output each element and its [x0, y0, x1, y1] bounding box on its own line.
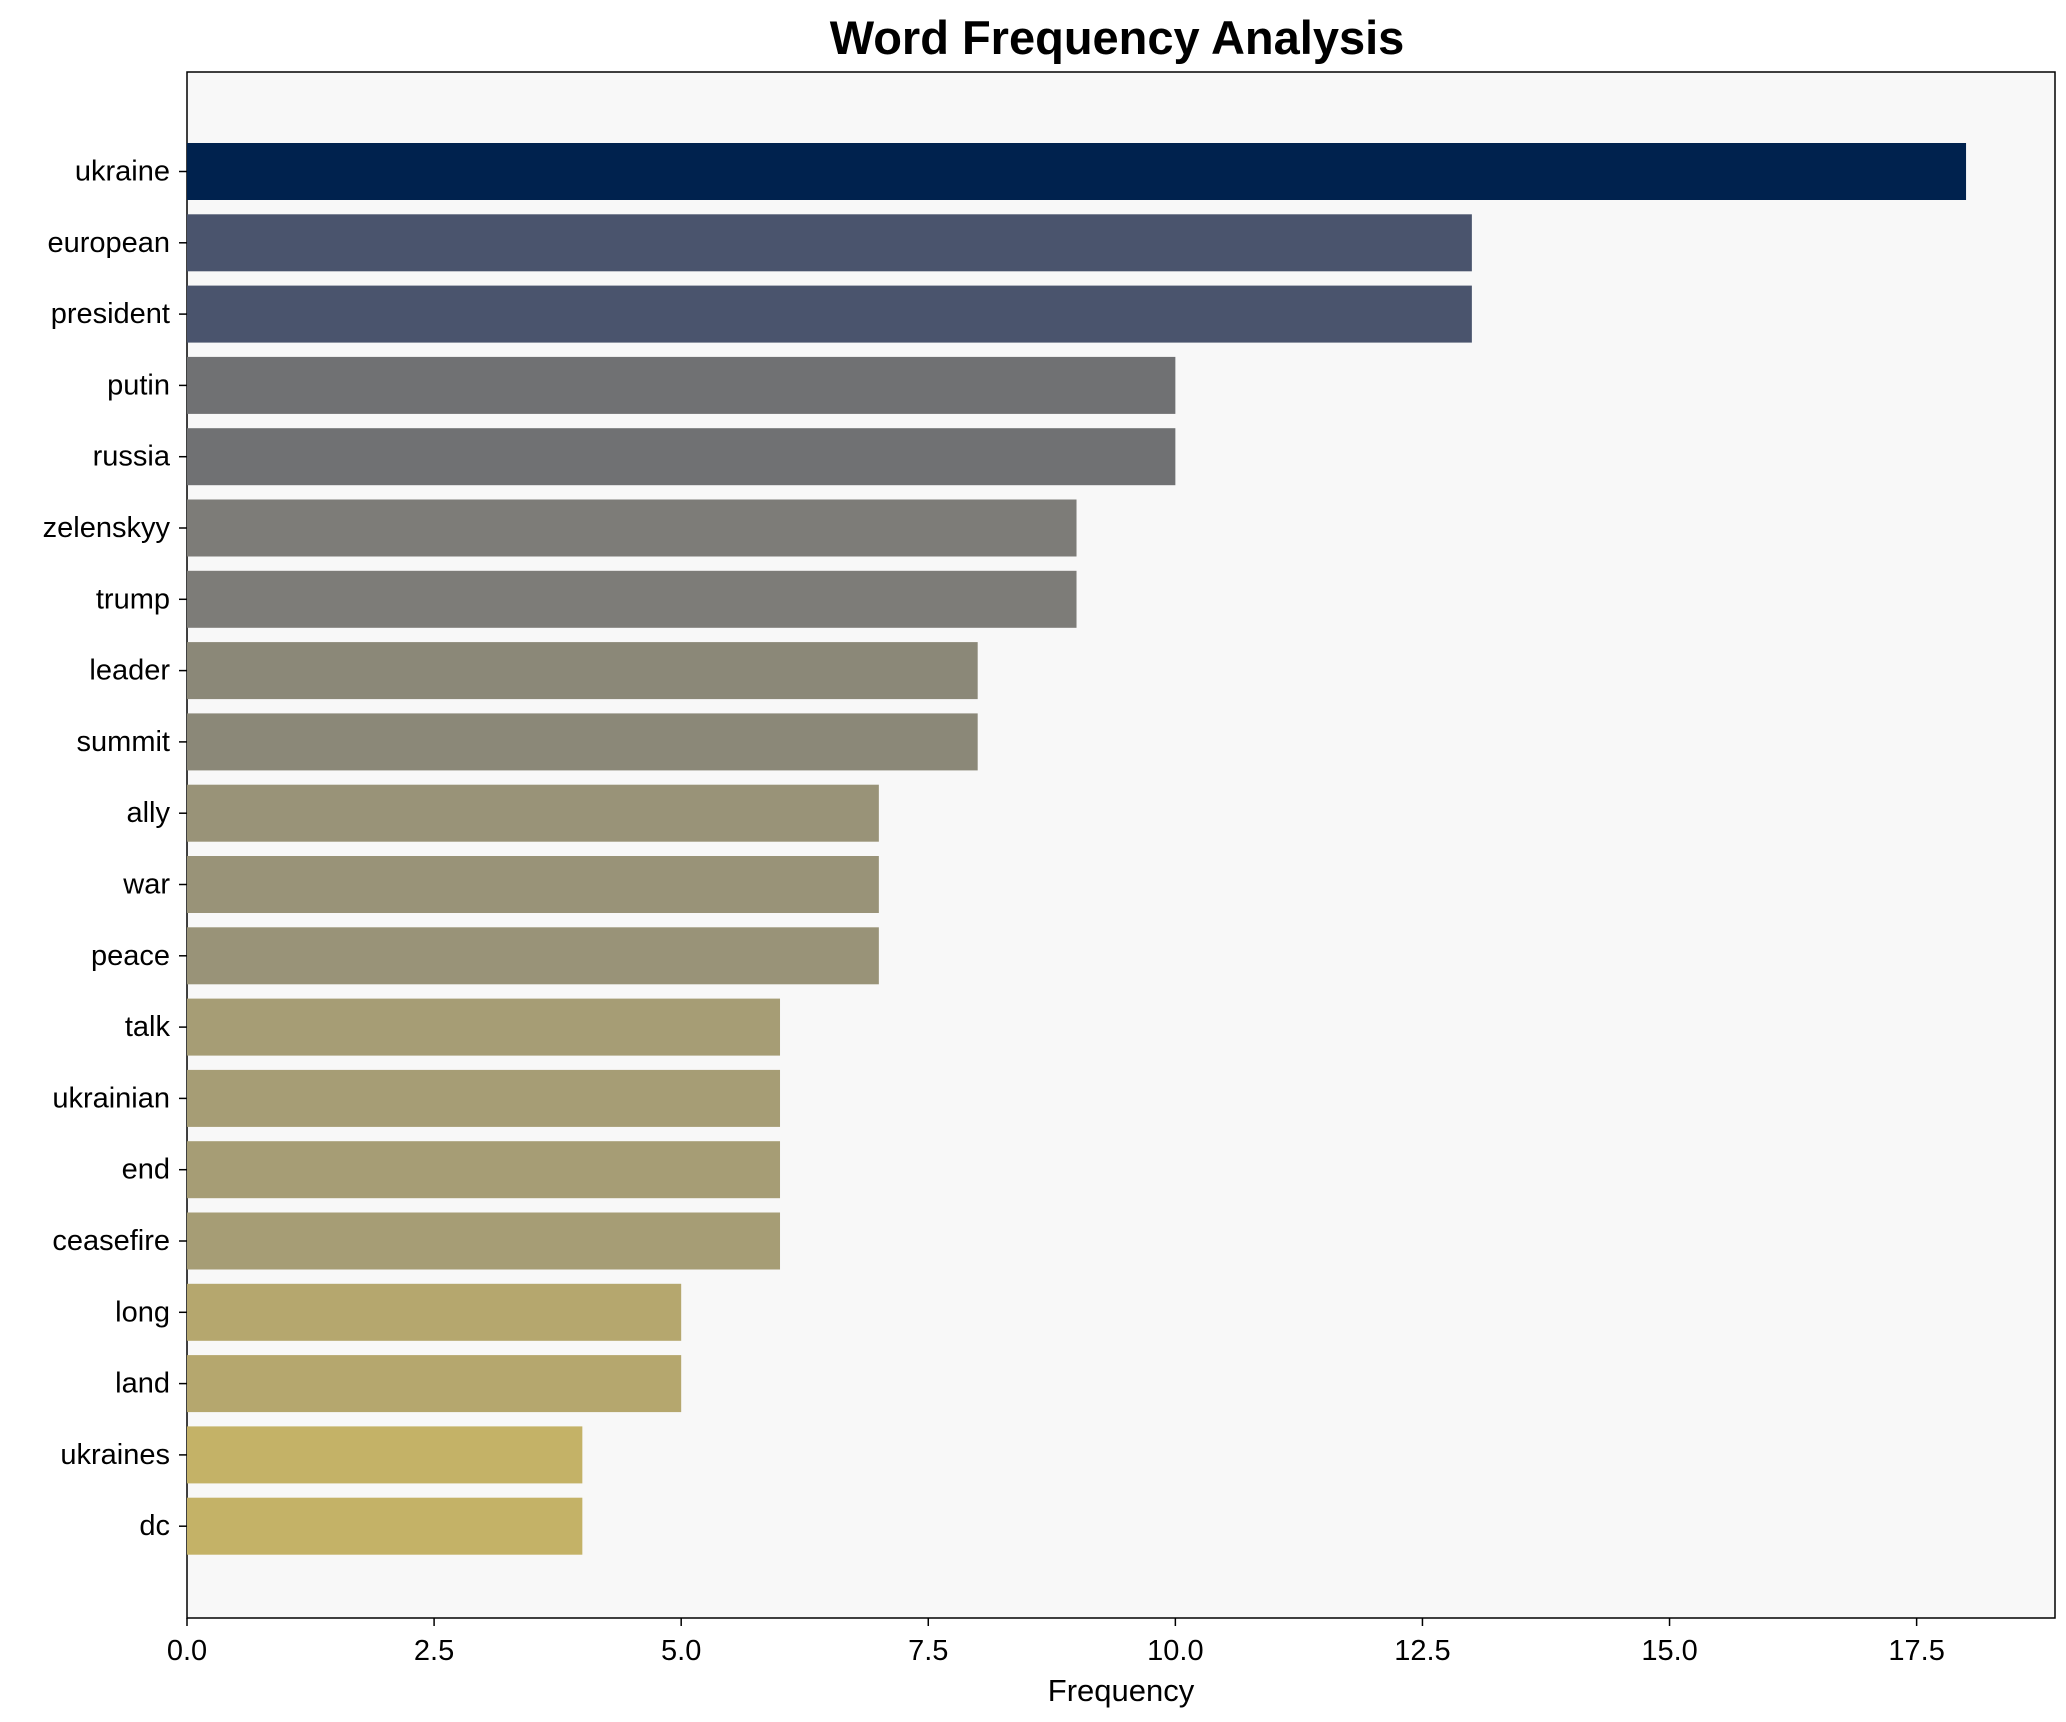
bar-ukrainian: [187, 1069, 781, 1127]
bar-leader: [187, 642, 978, 700]
y-tick-label: summit: [77, 726, 170, 758]
bar-summit: [187, 713, 978, 771]
y-tick-label: ukraine: [75, 156, 170, 188]
bar-land: [187, 1355, 682, 1413]
bar-dc: [187, 1497, 583, 1555]
y-tick-label: russia: [93, 441, 171, 473]
bar-ukraines: [187, 1426, 583, 1484]
x-tick-label: 12.5: [1394, 1635, 1450, 1667]
bar-ally: [187, 784, 879, 842]
chart-title: Word Frequency Analysis: [830, 11, 1405, 64]
y-tick-label: putin: [107, 369, 170, 401]
y-tick-label: war: [122, 869, 170, 901]
bar-zelenskyy: [187, 499, 1077, 557]
y-tick-label: long: [115, 1296, 170, 1328]
x-axis-label: Frequency: [1048, 1673, 1195, 1708]
y-axis-ticks: ukraine european president putin russia zelen…: [43, 156, 187, 1542]
y-tick-label: end: [122, 1154, 170, 1186]
bar-long: [187, 1283, 682, 1341]
y-tick-label: ukraines: [60, 1439, 170, 1471]
y-tick-label: ukrainian: [52, 1082, 170, 1114]
x-tick-label: 0.0: [167, 1635, 207, 1667]
y-tick-label: dc: [139, 1510, 170, 1542]
bars-group: [187, 143, 1967, 1555]
x-tick-label: 7.5: [908, 1635, 948, 1667]
y-tick-label: talk: [125, 1011, 171, 1043]
x-axis-ticks: 0.0 2.5 5.0 7.5 10.0 12.5 15.0 17.5: [167, 1618, 1945, 1667]
bar-ukraine: [187, 143, 1967, 200]
x-tick-label: 5.0: [661, 1635, 701, 1667]
y-tick-label: president: [51, 298, 170, 330]
y-tick-label: ally: [126, 797, 170, 829]
bar-end: [187, 1141, 781, 1199]
bar-president: [187, 285, 1472, 343]
y-tick-label: land: [115, 1368, 170, 1400]
bar-war: [187, 856, 879, 913]
y-tick-label: zelenskyy: [43, 512, 171, 544]
y-tick-label: european: [47, 227, 170, 259]
bar-putin: [187, 356, 1176, 414]
x-tick-label: 17.5: [1888, 1635, 1944, 1667]
y-tick-label: ceasefire: [52, 1225, 170, 1257]
y-tick-label: peace: [91, 940, 170, 972]
bar-trump: [187, 570, 1077, 628]
bar-peace: [187, 927, 879, 985]
y-tick-label: trump: [96, 583, 170, 615]
x-tick-label: 15.0: [1641, 1635, 1697, 1667]
bar-european: [187, 214, 1472, 272]
bar-russia: [187, 428, 1176, 486]
bar-talk: [187, 998, 781, 1056]
x-tick-label: 10.0: [1147, 1635, 1203, 1667]
y-tick-label: leader: [89, 655, 170, 687]
bar-ceasefire: [187, 1212, 781, 1270]
x-tick-label: 2.5: [414, 1635, 454, 1667]
